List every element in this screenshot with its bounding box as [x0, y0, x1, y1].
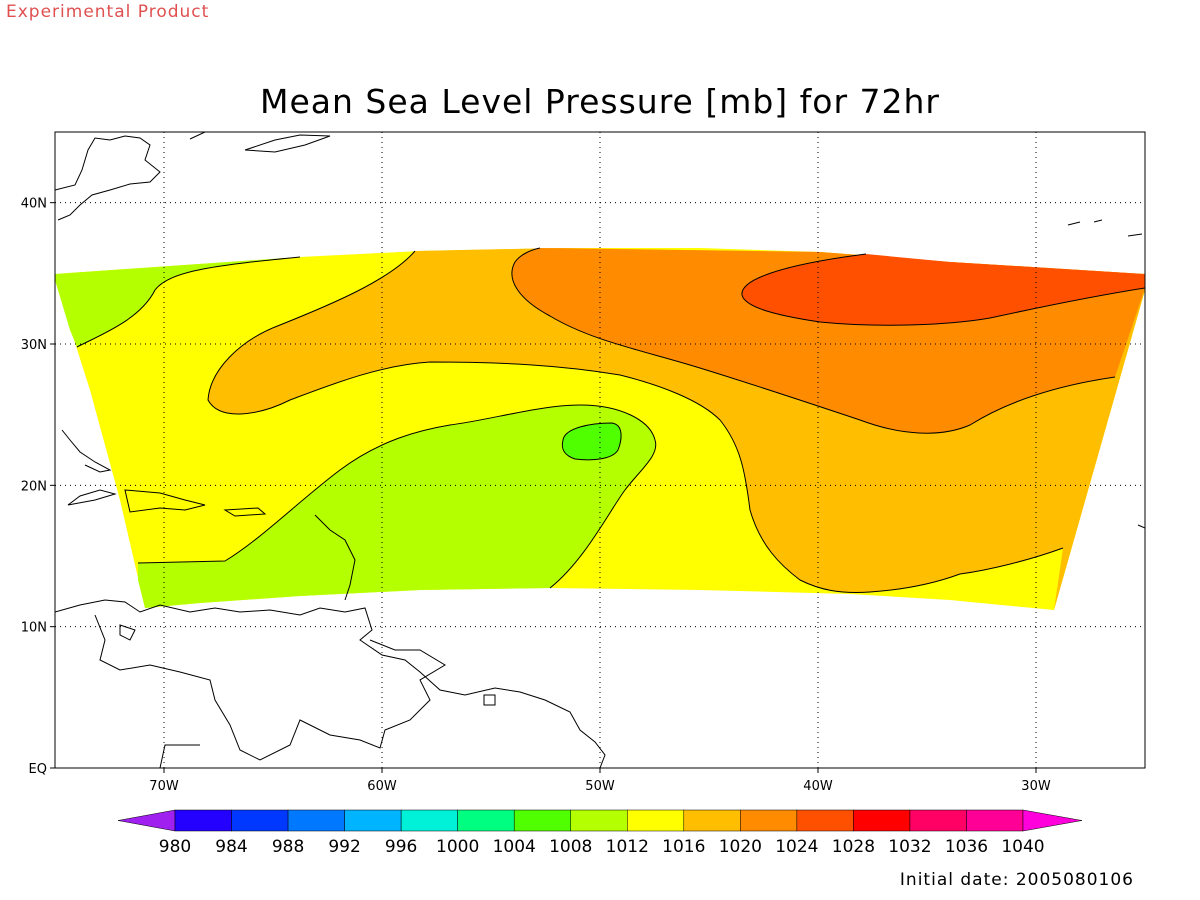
colorbar-swatch: [513, 809, 571, 832]
colorbar-arrow-high: [1022, 809, 1083, 832]
colorbar-label: 1016: [662, 837, 705, 857]
graticule: [55, 132, 1145, 768]
band-1004-1008: [562, 423, 622, 460]
colorbar-label: 1020: [719, 837, 762, 857]
colorbar-label: 1036: [945, 837, 988, 857]
colorbar: 980 984 988 992 996 1000 1004 1008 1012 1016 1020 1…: [117, 809, 1083, 857]
coastlines: [55, 132, 1145, 768]
y-tick-label: EQ: [29, 762, 47, 777]
colorbar-label: 996: [385, 837, 417, 857]
colorbar-label: 1024: [775, 837, 818, 857]
colorbar-swatch: [457, 809, 515, 832]
colorbar-swatch: [966, 809, 1024, 832]
colorbar-label: 1032: [888, 837, 931, 857]
band-1024-1028: [741, 254, 1145, 326]
colorbar-label: 1040: [1001, 837, 1044, 857]
colorbar-swatch: [344, 809, 402, 832]
colorbar-label: 988: [272, 837, 304, 857]
band-1008-1012-south: [138, 405, 656, 608]
colorbar-swatch: [683, 809, 741, 832]
x-tick-label: 40W: [803, 779, 833, 794]
colorbar-swatch: [400, 809, 458, 832]
isobar-contours: [76, 247, 1145, 593]
pressure-field: [55, 132, 1145, 768]
x-tick-label: 70W: [149, 779, 179, 794]
colorbar-swatch: [287, 809, 345, 832]
colorbar-swatch: [174, 809, 232, 832]
y-tick-label: 20N: [21, 479, 47, 494]
colorbar-swatch: [909, 809, 967, 832]
y-tick-label: 40N: [21, 197, 47, 212]
colorbar-swatch: [853, 809, 911, 832]
colorbar-swatch: [796, 809, 854, 832]
colorbar-label: 1028: [832, 837, 875, 857]
x-tick-label: 30W: [1021, 779, 1051, 794]
colorbar-label: 980: [159, 837, 191, 857]
colorbar-label: 984: [215, 837, 247, 857]
initial-date-label: Initial date: 2005080106: [899, 870, 1134, 890]
y-tick-label: 10N: [21, 621, 47, 636]
band-1008-1012-north: [55, 257, 300, 347]
chart-title: Mean Sea Level Pressure [mb] for 72hr: [259, 82, 941, 121]
colorbar-swatch: [740, 809, 798, 832]
colorbar-arrow-low: [117, 809, 176, 832]
colorbar-label: 1004: [493, 837, 536, 857]
colorbar-label: 1008: [549, 837, 592, 857]
axis-ticks: 70W 60W 50W 40W 30W EQ 10N 20N 30N 40N: [21, 197, 1051, 794]
x-tick-label: 60W: [367, 779, 397, 794]
colorbar-swatch: [231, 809, 289, 832]
colorbar-label: 1012: [606, 837, 649, 857]
colorbar-swatch: [570, 809, 628, 832]
y-tick-label: 30N: [21, 338, 47, 353]
colorbar-label: 992: [328, 837, 360, 857]
experimental-product-label: Experimental Product: [6, 2, 210, 22]
colorbar-swatch: [627, 809, 685, 832]
colorbar-label: 1000: [436, 837, 479, 857]
x-tick-label: 50W: [585, 779, 615, 794]
